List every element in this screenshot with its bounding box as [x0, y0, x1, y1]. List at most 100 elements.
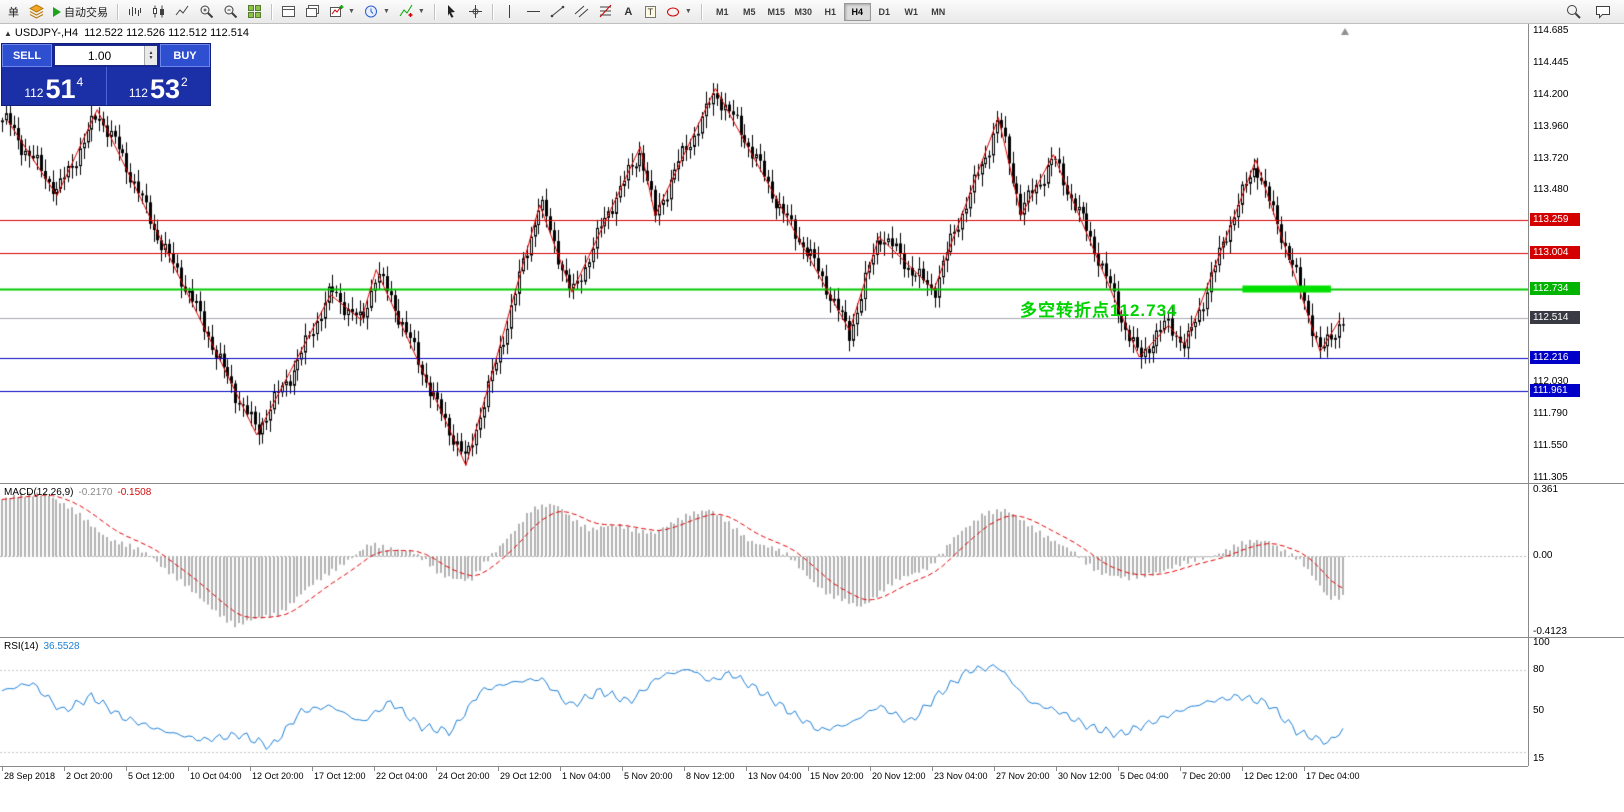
search-icon[interactable] — [1562, 2, 1585, 22]
time-axis-label: 8 Nov 12:00 — [686, 771, 735, 781]
timeframe-d1-button[interactable]: D1 — [871, 3, 898, 21]
bid-pipette: 4 — [76, 75, 84, 89]
chat-icon[interactable] — [1591, 2, 1615, 22]
time-axis-label: 28 Sep 2018 — [4, 771, 56, 781]
timeframe-m1-button[interactable]: M1 — [709, 3, 736, 21]
one-click-trading-panel: SELL 1.00 ▲ ▼ BUY 112 51 4 112 53 2 — [2, 44, 210, 105]
toolbar-separator — [433, 3, 435, 20]
timeframe-mn-button[interactable]: MN — [925, 3, 952, 21]
macd-signal-value: -0.1508 — [117, 487, 152, 498]
price-axis-label: 113.480 — [1533, 184, 1569, 195]
price-divider — [105, 67, 107, 105]
bar-chart-icon[interactable] — [123, 2, 146, 22]
fibonacci-tool-icon[interactable] — [594, 2, 617, 22]
timeframe-toolbar: M1 M5 M15 M30 H1 H4 D1 W1 MN — [709, 2, 952, 21]
macd-name: MACD(12,26,9) — [4, 487, 74, 498]
price-level-badge: 111.961 — [1530, 384, 1580, 397]
text-tool-icon[interactable]: A — [618, 2, 639, 22]
chart-ohlc-values: 112.522 112.526 112.512 112.514 — [84, 27, 250, 39]
rsi-value: 36.5528 — [43, 641, 80, 652]
time-axis-label: 17 Dec 04:00 — [1306, 771, 1360, 781]
cascade-windows-icon[interactable] — [301, 2, 324, 22]
macd-indicator-canvas[interactable] — [0, 485, 1528, 637]
autotrading-label: 自动交易 — [64, 6, 108, 19]
time-axis-label: 29 Oct 12:00 — [500, 771, 552, 781]
timeframe-m5-button[interactable]: M5 — [736, 3, 763, 21]
new-chart-button[interactable]: ▼ — [325, 2, 359, 22]
volume-value[interactable]: 1.00 — [87, 48, 112, 63]
price-level-badge: 113.259 — [1530, 213, 1580, 226]
shapes-tool-icon[interactable]: ▼ — [662, 2, 696, 22]
time-axis[interactable]: 28 Sep 2018 2 Oct 20:00 5 Oct 12:00 10 Oct … — [0, 766, 1528, 783]
time-axis-tick — [126, 767, 127, 771]
time-axis-tick — [684, 767, 685, 771]
price-chart-canvas[interactable] — [0, 24, 1528, 483]
profiles-icon[interactable]: ▼ — [360, 2, 394, 22]
sell-price[interactable]: 112 51 4 — [2, 67, 106, 105]
price-level-badge: 112.216 — [1530, 351, 1580, 364]
cursor-tool-icon[interactable] — [440, 2, 463, 22]
volume-down-button[interactable]: ▼ — [148, 54, 154, 61]
zoom-in-icon[interactable] — [195, 2, 218, 22]
time-axis-tick — [374, 767, 375, 771]
time-axis-tick — [498, 767, 499, 771]
buy-price[interactable]: 112 53 2 — [107, 67, 211, 105]
arrange-windows-icon[interactable] — [277, 2, 300, 22]
sell-button[interactable]: SELL — [2, 44, 52, 67]
timeframe-w1-button[interactable]: W1 — [898, 3, 925, 21]
pivot-annotation-text: 多空转折点112.734 — [1020, 301, 1178, 320]
dropdown-caret-icon: ▼ — [348, 8, 355, 15]
time-axis-tick — [2, 767, 3, 771]
rsi-axis-label: 100 — [1533, 637, 1550, 648]
axis-separator — [1528, 24, 1529, 766]
macd-axis-label: -0.4123 — [1533, 626, 1567, 637]
time-axis-label: 13 Nov 04:00 — [748, 771, 802, 781]
time-axis-label: 30 Nov 12:00 — [1058, 771, 1112, 781]
indicators-icon[interactable]: ▼ — [395, 2, 429, 22]
time-axis-label: 22 Oct 04:00 — [376, 771, 428, 781]
price-axis[interactable]: 114.685 114.445 114.200 113.960 113.720 113.4… — [1529, 24, 1624, 782]
time-axis-label: 1 Nov 04:00 — [562, 771, 611, 781]
tile-windows-icon[interactable] — [243, 2, 266, 22]
crosshair-tool-icon[interactable] — [464, 2, 487, 22]
trendline-tool-icon[interactable] — [546, 2, 569, 22]
line-chart-icon[interactable] — [171, 2, 194, 22]
price-axis-label: 112.030 — [1533, 376, 1569, 387]
new-order-button[interactable]: 单 — [3, 2, 24, 22]
timeframe-h4-button[interactable]: H4 — [843, 2, 871, 21]
dropdown-caret-icon: ▼ — [684, 8, 692, 15]
volume-field[interactable]: 1.00 ▲ ▼ — [54, 45, 158, 66]
time-axis-tick — [870, 767, 871, 771]
buy-button[interactable]: BUY — [160, 44, 210, 67]
time-axis-tick — [1118, 767, 1119, 771]
zoom-out-icon[interactable] — [219, 2, 242, 22]
text-label-tool-icon[interactable]: T — [640, 2, 661, 22]
panel-splitter[interactable] — [0, 637, 1624, 638]
panel-splitter[interactable] — [0, 483, 1624, 484]
time-axis-tick — [932, 767, 933, 771]
price-axis-label: 114.200 — [1533, 89, 1569, 100]
autotrading-play-icon — [53, 6, 61, 17]
volume-up-button[interactable]: ▲ — [148, 49, 154, 56]
chart-title: ▲ USDJPY-,H4 112.522 112.526 112.512 112.5… — [4, 27, 249, 39]
main-toolbar: 单 自动交易 — [0, 0, 1624, 24]
autotrading-button[interactable]: 自动交易 — [49, 2, 112, 22]
time-axis-label: 20 Nov 12:00 — [872, 771, 926, 781]
time-axis-label: 24 Oct 20:00 — [438, 771, 490, 781]
channel-tool-icon[interactable] — [570, 2, 593, 22]
horizontal-line-tool-icon[interactable] — [522, 2, 545, 22]
label-tool-label: T — [644, 5, 657, 18]
rsi-indicator-canvas[interactable] — [0, 639, 1528, 766]
vertical-line-tool-icon[interactable] — [498, 2, 521, 22]
time-axis-label: 12 Dec 12:00 — [1244, 771, 1298, 781]
timeframe-h1-button[interactable]: H1 — [817, 3, 844, 21]
timeframe-m15-button[interactable]: M15 — [763, 3, 790, 21]
candlestick-chart-icon[interactable] — [147, 2, 170, 22]
layers-icon[interactable] — [25, 2, 48, 22]
time-axis-tick — [188, 767, 189, 771]
timeframe-m30-button[interactable]: M30 — [790, 3, 817, 21]
price-axis-label: 113.960 — [1533, 121, 1569, 132]
dropdown-caret-icon: ▼ — [417, 8, 425, 15]
time-axis-label: 5 Oct 12:00 — [128, 771, 175, 781]
bid-prefix: 112 — [24, 86, 44, 100]
